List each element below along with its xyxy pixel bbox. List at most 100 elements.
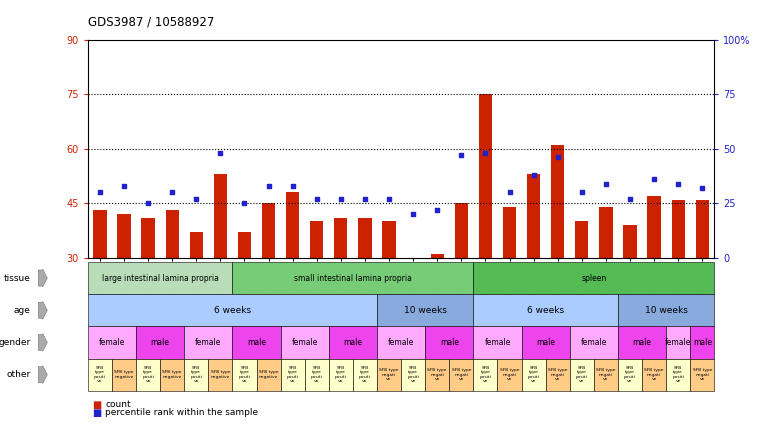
- Text: female: female: [388, 338, 414, 347]
- Text: female: female: [292, 338, 318, 347]
- Bar: [262, 203, 275, 258]
- Text: count: count: [105, 400, 131, 409]
- Text: SFB type
negati
ve: SFB type negati ve: [452, 369, 471, 381]
- Text: male: male: [151, 338, 170, 347]
- Text: SFB type
negative: SFB type negative: [211, 370, 230, 379]
- Text: other: other: [6, 370, 31, 379]
- Bar: [647, 196, 661, 258]
- Text: SFB
type
positi
ve: SFB type positi ve: [142, 366, 154, 383]
- Text: SFB type
negati
ve: SFB type negati ve: [644, 369, 664, 381]
- Point: [624, 195, 636, 202]
- Point: [648, 176, 660, 183]
- Text: male: male: [693, 338, 712, 347]
- Bar: [623, 225, 636, 258]
- Text: SFB
type
positi
ve: SFB type positi ve: [190, 366, 202, 383]
- Text: SFB type
negati
ve: SFB type negati ve: [596, 369, 616, 381]
- Text: male: male: [633, 338, 652, 347]
- Point: [286, 182, 299, 189]
- Bar: [214, 174, 227, 258]
- Point: [118, 182, 130, 189]
- Bar: [334, 218, 348, 258]
- Text: SFB type
negati
ve: SFB type negati ve: [500, 369, 520, 381]
- Text: SFB type
negative: SFB type negative: [259, 370, 278, 379]
- Bar: [599, 207, 613, 258]
- Text: female: female: [195, 338, 222, 347]
- Text: SFB
type
positi
ve: SFB type positi ve: [480, 366, 491, 383]
- Text: 6 weeks: 6 weeks: [214, 306, 251, 315]
- Text: male: male: [536, 338, 555, 347]
- Text: 10 weeks: 10 weeks: [403, 306, 447, 315]
- Text: percentile rank within the sample: percentile rank within the sample: [105, 408, 258, 417]
- Point: [142, 200, 154, 207]
- Text: male: male: [440, 338, 459, 347]
- Text: SFB type
negati
ve: SFB type negati ve: [428, 369, 447, 381]
- Text: male: male: [343, 338, 362, 347]
- Text: 10 weeks: 10 weeks: [645, 306, 688, 315]
- Bar: [383, 221, 396, 258]
- Bar: [672, 199, 685, 258]
- Point: [359, 195, 371, 202]
- Point: [263, 182, 275, 189]
- Text: SFB
type
positi
ve: SFB type positi ve: [528, 366, 539, 383]
- Text: SFB type
negative: SFB type negative: [115, 370, 134, 379]
- Text: SFB type
negati
ve: SFB type negati ve: [548, 369, 568, 381]
- Text: SFB
type
positi
ve: SFB type positi ve: [624, 366, 636, 383]
- Point: [600, 180, 612, 187]
- Text: SFB
type
positi
ve: SFB type positi ve: [94, 366, 106, 383]
- Bar: [286, 192, 299, 258]
- Text: SFB
type
positi
ve: SFB type positi ve: [286, 366, 299, 383]
- Point: [696, 184, 708, 191]
- Text: SFB type
negative: SFB type negative: [163, 370, 182, 379]
- Bar: [358, 218, 371, 258]
- Text: 6 weeks: 6 weeks: [527, 306, 565, 315]
- Text: ■: ■: [92, 408, 101, 418]
- Bar: [455, 203, 468, 258]
- Point: [552, 154, 564, 161]
- Text: SFB
type
positi
ve: SFB type positi ve: [359, 366, 371, 383]
- Text: SFB
type
positi
ve: SFB type positi ve: [311, 366, 322, 383]
- Bar: [166, 210, 179, 258]
- Text: small intestinal lamina propria: small intestinal lamina propria: [294, 274, 412, 282]
- Bar: [551, 145, 565, 258]
- Point: [238, 200, 251, 207]
- Point: [576, 189, 588, 196]
- Text: female: female: [581, 338, 607, 347]
- Bar: [141, 218, 155, 258]
- Point: [503, 189, 516, 196]
- Text: tissue: tissue: [4, 274, 31, 282]
- Bar: [93, 210, 106, 258]
- Text: male: male: [247, 338, 266, 347]
- Point: [672, 180, 685, 187]
- Text: female: female: [99, 338, 125, 347]
- Point: [383, 195, 395, 202]
- Point: [94, 189, 106, 196]
- Text: ■: ■: [92, 400, 101, 410]
- Text: SFB
type
positi
ve: SFB type positi ve: [672, 366, 684, 383]
- Bar: [527, 174, 540, 258]
- Point: [311, 195, 323, 202]
- Text: SFB
type
positi
ve: SFB type positi ve: [407, 366, 419, 383]
- Point: [527, 171, 539, 178]
- Point: [214, 150, 226, 157]
- Text: SFB type
negati
ve: SFB type negati ve: [692, 369, 712, 381]
- Bar: [189, 232, 203, 258]
- Text: gender: gender: [0, 338, 31, 347]
- Bar: [238, 232, 251, 258]
- Bar: [575, 221, 588, 258]
- Text: large intestinal lamina propria: large intestinal lamina propria: [102, 274, 219, 282]
- Point: [479, 150, 491, 157]
- Point: [166, 189, 178, 196]
- Text: SFB
type
positi
ve: SFB type positi ve: [238, 366, 251, 383]
- Text: female: female: [665, 338, 691, 347]
- Bar: [696, 199, 709, 258]
- Point: [335, 195, 347, 202]
- Bar: [118, 214, 131, 258]
- Text: SFB type
negati
ve: SFB type negati ve: [379, 369, 399, 381]
- Bar: [310, 221, 323, 258]
- Point: [190, 195, 202, 202]
- Text: spleen: spleen: [581, 274, 607, 282]
- Point: [431, 206, 443, 213]
- Text: GDS3987 / 10588927: GDS3987 / 10588927: [88, 16, 214, 29]
- Text: age: age: [14, 306, 31, 315]
- Point: [407, 210, 419, 218]
